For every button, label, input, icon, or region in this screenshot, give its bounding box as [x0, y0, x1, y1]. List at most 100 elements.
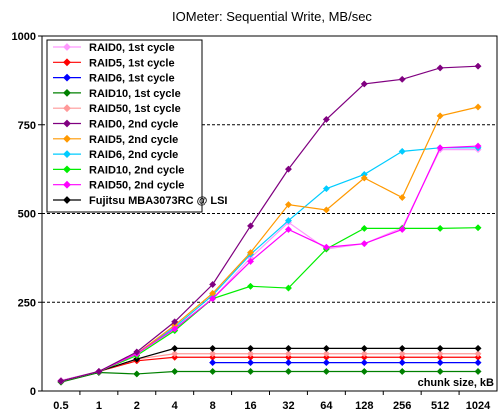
data-point [246, 257, 255, 265]
data-point [474, 62, 482, 70]
legend-label: Fujitsu MBA3073RC @ LSI [89, 195, 227, 207]
data-point [398, 147, 406, 155]
data-point [360, 344, 368, 352]
data-point [360, 367, 368, 376]
data-point [209, 280, 217, 289]
data-point [246, 282, 255, 290]
series-line [60, 227, 479, 382]
y-tick-label: 750 [18, 120, 36, 132]
legend-swatch-marker [63, 104, 71, 113]
legend-label: RAID10, 2nd cycle [89, 164, 184, 176]
data-point [209, 344, 217, 352]
legend-swatch-marker [63, 73, 71, 82]
legend-swatch-marker [63, 43, 71, 51]
y-tick-label: 250 [18, 297, 36, 309]
data-point [246, 359, 255, 367]
data-point [436, 112, 444, 120]
series-5 [57, 62, 482, 385]
data-point [474, 359, 482, 367]
series-2 [209, 359, 482, 367]
data-point [360, 359, 368, 367]
legend-swatch-marker [63, 180, 71, 189]
data-point [360, 350, 368, 358]
data-point [171, 350, 179, 358]
data-point [322, 367, 330, 376]
data-point [284, 165, 293, 173]
data-point [209, 295, 217, 303]
data-point [209, 350, 217, 358]
y-tick-label: 0 [30, 386, 36, 398]
legend-box [46, 39, 203, 213]
data-point [209, 367, 217, 376]
data-point [171, 318, 179, 326]
x-tick-label: 1024 [466, 400, 491, 412]
data-point [360, 80, 368, 88]
data-point [474, 103, 482, 111]
data-point [436, 367, 444, 376]
y-tick-label: 500 [18, 209, 36, 221]
data-point [360, 240, 368, 248]
data-point [246, 248, 255, 257]
series-line [60, 65, 479, 382]
data-point [284, 359, 293, 367]
data-point [474, 344, 482, 352]
data-point [436, 344, 444, 352]
data-point [474, 367, 482, 376]
data-point [398, 193, 406, 202]
data-point [398, 359, 406, 367]
data-point [322, 359, 330, 367]
legend-label: RAID6, 2nd cycle [89, 149, 178, 161]
series-9 [57, 142, 482, 385]
data-point [284, 217, 293, 225]
data-point [133, 370, 141, 378]
data-point [322, 206, 330, 214]
data-point [284, 367, 293, 376]
data-point [95, 367, 103, 376]
series-line [60, 347, 479, 382]
y-axis: 0 250 500 750 1000 [12, 31, 42, 398]
data-point [322, 350, 330, 358]
x-tick-label: 2 [134, 400, 140, 412]
data-point [246, 222, 255, 230]
legend-swatch-marker [63, 150, 71, 159]
legend-swatch-marker [63, 88, 71, 97]
data-point [474, 142, 482, 150]
legend-label: RAID10, 1st cycle [89, 88, 181, 100]
data-point [436, 144, 444, 152]
data-point [398, 344, 406, 352]
data-point [322, 185, 330, 193]
x-tick-label: 8 [210, 400, 216, 412]
series-10 [57, 344, 482, 385]
data-point [322, 115, 330, 123]
data-point [474, 350, 482, 358]
x-tick-label: 16 [244, 400, 256, 412]
data-point [398, 75, 406, 83]
chart-title: IOMeter: Sequential Write, MB/sec [172, 9, 372, 24]
data-point [246, 350, 255, 358]
data-point [171, 367, 179, 376]
x-tick-label: 1 [96, 400, 102, 412]
x-tick-label: 512 [431, 400, 449, 412]
data-point [246, 344, 255, 352]
legend-label: RAID50, 1st cycle [89, 103, 181, 115]
legend-swatch-marker [63, 58, 71, 67]
data-point [322, 243, 330, 251]
data-point [436, 64, 444, 72]
data-point [474, 224, 482, 232]
data-point [360, 174, 368, 182]
data-point [398, 350, 406, 358]
x-tick-label: 64 [320, 400, 333, 412]
data-point [436, 224, 444, 232]
data-point [171, 344, 179, 352]
data-point [284, 344, 293, 352]
legend-label: RAID50, 2nd cycle [89, 180, 184, 192]
x-tick-label: 4 [172, 400, 179, 412]
series-line [60, 370, 479, 383]
legend-swatch-marker [63, 196, 71, 204]
data-point [171, 325, 179, 333]
data-point [284, 225, 293, 234]
data-point [209, 359, 217, 367]
legend-swatch-marker [63, 119, 71, 128]
x-tick-label: 32 [282, 400, 294, 412]
